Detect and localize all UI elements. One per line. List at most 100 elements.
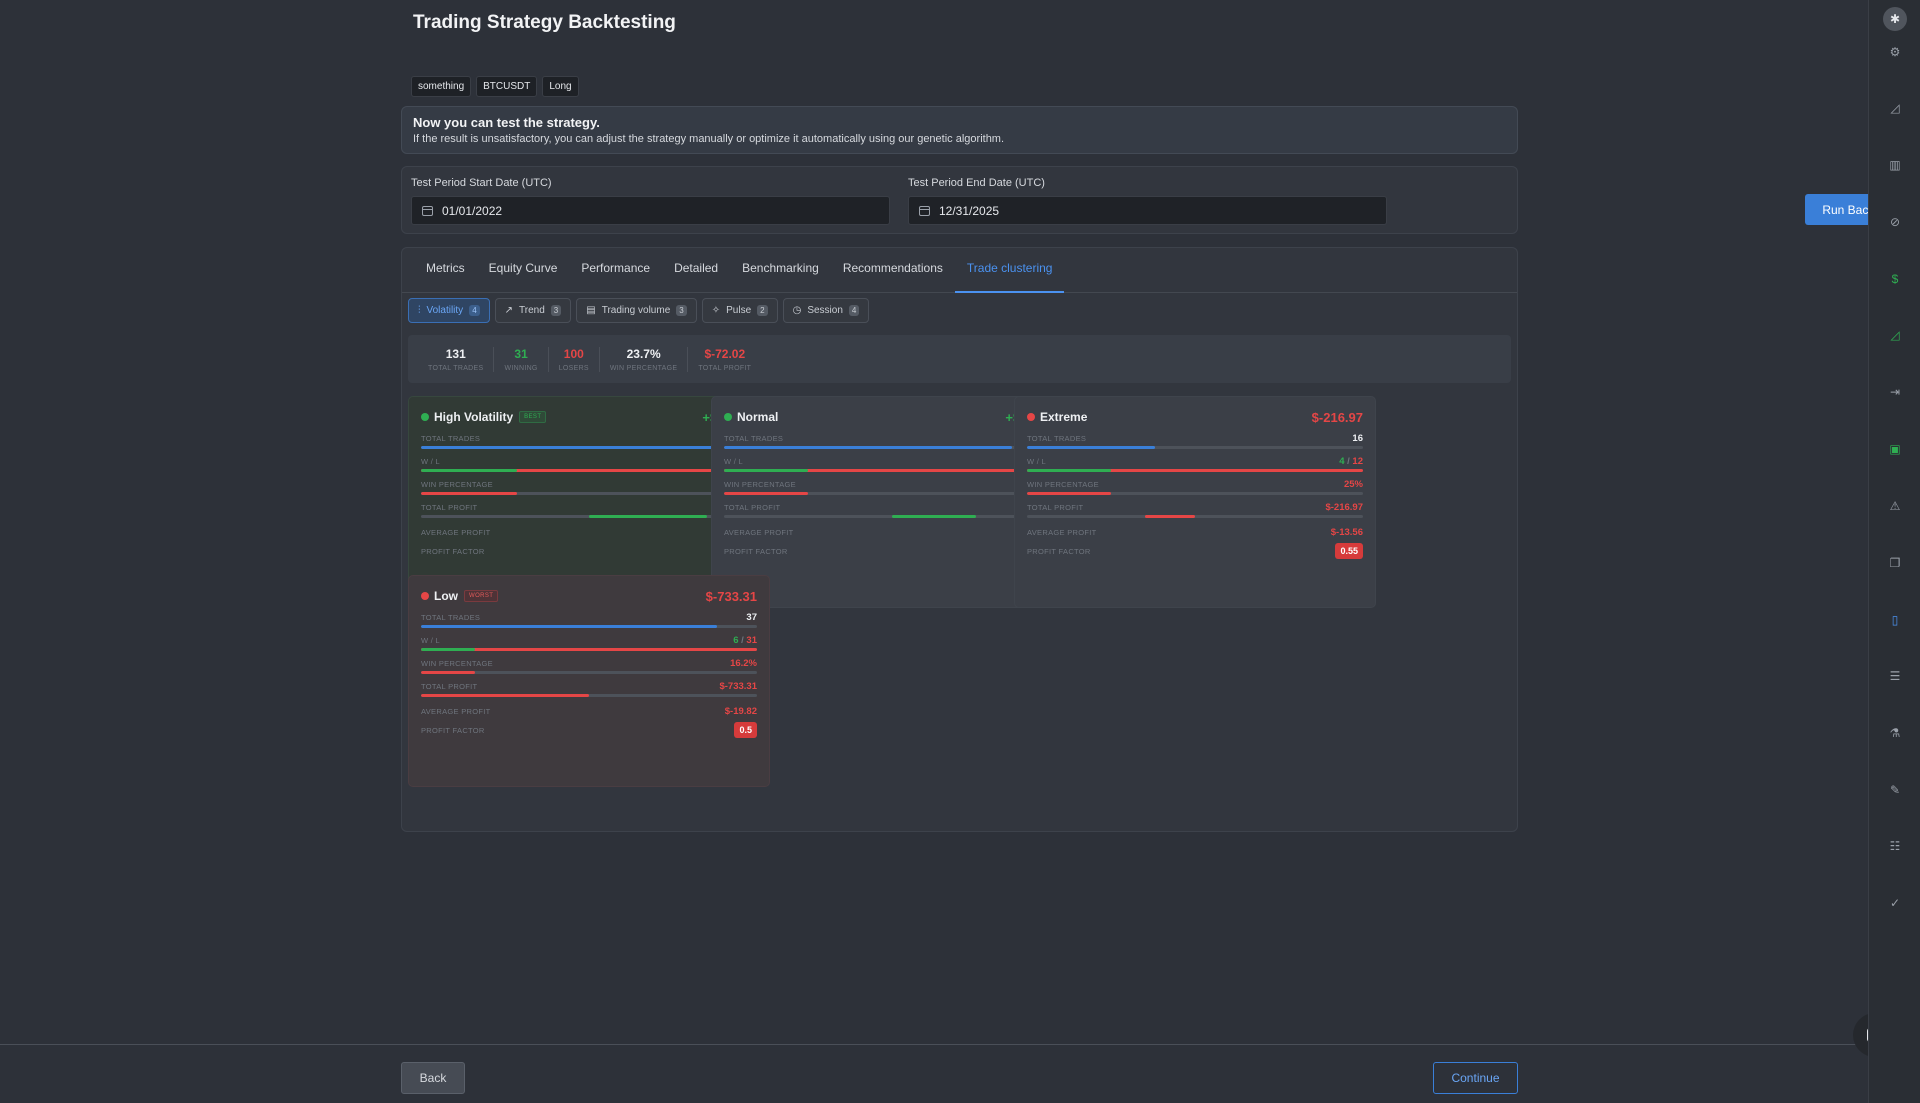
metric-label: AVERAGE PROFIT bbox=[421, 528, 491, 537]
calendar-icon bbox=[422, 205, 433, 216]
back-button[interactable]: Back bbox=[401, 1062, 465, 1094]
metric-label: WIN PERCENTAGE bbox=[1027, 480, 1099, 489]
gear-icon[interactable]: ⚙ bbox=[1889, 45, 1901, 59]
trend-up-icon: ↗ bbox=[504, 305, 514, 316]
win-pct-bar-fill bbox=[724, 492, 808, 495]
summary-label: TOTAL TRADES bbox=[428, 364, 484, 372]
summary-label: WIN PERCENTAGE bbox=[609, 364, 678, 372]
subtab-pulse[interactable]: ✧ Pulse 2 bbox=[701, 298, 778, 323]
trending-chart-icon[interactable]: ◿ bbox=[1890, 328, 1900, 342]
subtab-label: Pulse bbox=[726, 305, 752, 316]
metric-value: $-19.82 bbox=[724, 706, 757, 717]
summary-item: 100 LOSERS bbox=[549, 346, 600, 372]
profit-factor-badge: 0.5 bbox=[734, 722, 757, 738]
clock-icon: ◷ bbox=[792, 305, 802, 316]
summary-value: $-72.02 bbox=[704, 346, 746, 361]
pin-icon[interactable]: ✱ bbox=[1883, 7, 1907, 31]
tab-detailed[interactable]: Detailed bbox=[674, 261, 719, 275]
page-title: Trading Strategy Backtesting bbox=[413, 12, 676, 33]
cluster-summary: 131 TOTAL TRADES 31 WINNING 100 LOSERS 23.7% WI… bbox=[408, 335, 1511, 383]
subtab-label: Session bbox=[807, 305, 843, 316]
info-text: If the result is unsatisfactory, you can… bbox=[413, 133, 1005, 145]
dollar-icon[interactable]: $ bbox=[1891, 272, 1899, 286]
subtab-trend[interactable]: ↗ Trend 3 bbox=[494, 298, 572, 323]
summary-item: 131 TOTAL TRADES bbox=[418, 346, 495, 372]
metric-label: W / L bbox=[724, 457, 744, 466]
status-dot bbox=[421, 592, 429, 600]
win-pct-bar-fill bbox=[421, 492, 518, 495]
cluster-header: Low WORST $-733.31 bbox=[421, 587, 757, 605]
win-pct-bar bbox=[421, 492, 757, 495]
metric-label: WIN PERCENTAGE bbox=[421, 659, 493, 668]
summary-value: 23.7% bbox=[626, 346, 661, 361]
subtab-trading-volume[interactable]: ▤ Trading volume 3 bbox=[576, 298, 697, 323]
metric-label: WIN PERCENTAGE bbox=[421, 480, 493, 489]
summary-value: 131 bbox=[445, 346, 466, 361]
metric-label: W / L bbox=[1027, 457, 1047, 466]
checklist-icon[interactable]: ☷ bbox=[1889, 839, 1901, 853]
subtab-volatility[interactable]: ⫶ Volatility 4 bbox=[408, 298, 490, 323]
check-circle-icon[interactable]: ✓ bbox=[1889, 896, 1901, 910]
subtab-count: 4 bbox=[848, 305, 860, 316]
metric-label: W / L bbox=[421, 636, 441, 645]
metric-value: 37 bbox=[746, 612, 757, 623]
cluster-card: Low WORST $-733.31 TOTAL TRADES 37 W / L 6 / 3… bbox=[408, 575, 770, 787]
subtab-count: 2 bbox=[757, 305, 768, 316]
continue-button[interactable]: Continue bbox=[1433, 1062, 1518, 1094]
tab-benchmarking[interactable]: Benchmarking bbox=[742, 261, 819, 275]
status-dot bbox=[1027, 413, 1035, 421]
ban-icon[interactable]: ⊘ bbox=[1889, 215, 1901, 229]
save-icon[interactable]: ▣ bbox=[1889, 442, 1901, 456]
subtab-count: 4 bbox=[469, 305, 480, 316]
metric-label: TOTAL TRADES bbox=[724, 434, 784, 443]
subtab-session[interactable]: ◷ Session 4 bbox=[782, 298, 870, 323]
end-date-input[interactable]: 12/31/2025 bbox=[908, 196, 1387, 225]
trades-bar-fill bbox=[1027, 446, 1156, 449]
metric-label: AVERAGE PROFIT bbox=[421, 707, 491, 716]
cluster-name: Normal bbox=[737, 410, 779, 424]
win-loss-bar-fill bbox=[724, 469, 808, 472]
tab-metrics[interactable]: Metrics bbox=[426, 261, 465, 275]
copy-icon[interactable]: ❐ bbox=[1889, 556, 1901, 570]
win-pct-bar bbox=[421, 671, 757, 674]
flask-icon[interactable]: ⚗ bbox=[1889, 726, 1901, 740]
cluster-profit: $-216.97 bbox=[1311, 409, 1363, 425]
bar-chart-icon[interactable]: ▥ bbox=[1889, 158, 1901, 172]
tab-recommendations[interactable]: Recommendations bbox=[842, 261, 943, 275]
metric-label: TOTAL TRADES bbox=[421, 434, 481, 443]
metric-label: PROFIT FACTOR bbox=[724, 547, 788, 556]
metric-value: $-216.97 bbox=[1325, 502, 1363, 513]
cluster-header: Extreme $-216.97 bbox=[1027, 408, 1363, 426]
subtab-label: Volatility bbox=[426, 305, 464, 316]
summary-value: 100 bbox=[563, 346, 584, 361]
metric-value: $-733.31 bbox=[719, 681, 757, 692]
tab-equity-curve[interactable]: Equity Curve bbox=[488, 261, 558, 275]
metric-label: AVERAGE PROFIT bbox=[1027, 528, 1097, 537]
tag-symbol: BTCUSDT bbox=[476, 76, 538, 97]
line-chart-icon[interactable]: ◿ bbox=[1890, 101, 1900, 115]
tab-performance[interactable]: Performance bbox=[581, 261, 651, 275]
metric-label: TOTAL PROFIT bbox=[421, 682, 478, 691]
metric-label: PROFIT FACTOR bbox=[421, 726, 485, 735]
metric-value: 6 / 31 bbox=[733, 635, 757, 646]
separator: / bbox=[1344, 456, 1353, 467]
start-date-input[interactable]: 01/01/2022 bbox=[411, 196, 890, 225]
info-banner: Now you can test the strategy. If the re… bbox=[401, 106, 1518, 154]
pencil-icon[interactable]: ✎ bbox=[1889, 783, 1901, 797]
info-bar-icon[interactable]: ▯ bbox=[1891, 613, 1899, 627]
warning-icon[interactable]: ⚠ bbox=[1889, 499, 1901, 513]
trades-bar-fill bbox=[724, 446, 1012, 449]
win-pct-bar bbox=[1027, 492, 1363, 495]
metric-label: TOTAL PROFIT bbox=[421, 503, 478, 512]
logout-icon[interactable]: ⇥ bbox=[1889, 385, 1901, 399]
list-settings-icon[interactable]: ☰ bbox=[1889, 669, 1901, 683]
subtab-count: 3 bbox=[550, 305, 562, 316]
metric-label: TOTAL TRADES bbox=[1027, 434, 1087, 443]
trades-bar bbox=[421, 446, 757, 449]
trades-bar bbox=[421, 625, 757, 628]
status-dot bbox=[724, 413, 732, 421]
tag-direction: Long bbox=[542, 76, 579, 97]
tab-trade-clustering[interactable]: Trade clustering bbox=[954, 248, 1065, 293]
cluster-card: Normal+$367.77TOTAL TRADES36W / L9 / 27W… bbox=[711, 396, 1073, 608]
metric-label: TOTAL PROFIT bbox=[1027, 503, 1084, 512]
